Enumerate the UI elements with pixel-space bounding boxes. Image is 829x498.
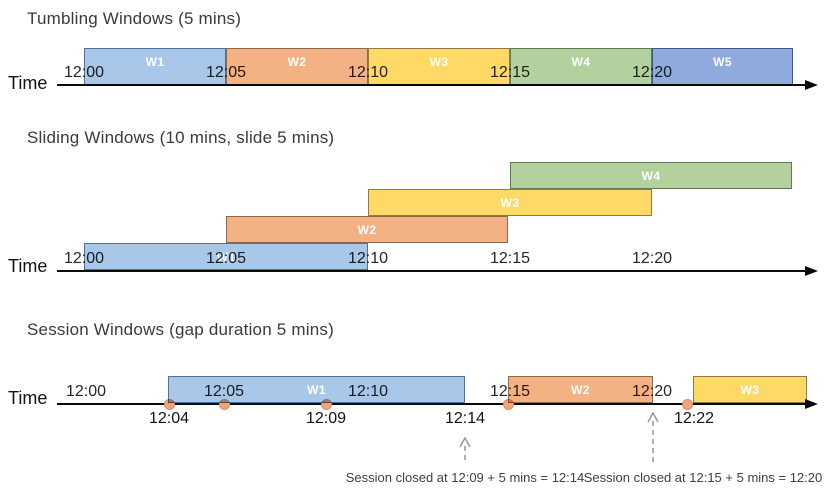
event-time-label: 12:14 <box>444 410 486 427</box>
section-title-session: Session Windows (gap duration 5 mins) <box>27 320 334 339</box>
event-dot <box>682 399 693 410</box>
window-label: W4 <box>641 168 661 183</box>
window-label: W1 <box>307 382 326 397</box>
tick-label-sliding: 12:20 <box>631 250 673 267</box>
timeline-arrowhead-icon <box>805 266 818 276</box>
dashed-up-arrow-icon <box>647 412 659 463</box>
sliding-window-w3: W3 <box>368 189 652 216</box>
timeline-arrowhead-icon <box>805 399 818 409</box>
dashed-up-arrow-icon <box>459 437 471 463</box>
window-label: W1 <box>216 249 236 264</box>
event-time-label: 12:22 <box>673 410 715 427</box>
time-axis-label-session: Time <box>8 388 48 408</box>
event-time-label: 12:04 <box>148 410 190 427</box>
tumbling-window-w4: W4 <box>510 48 652 85</box>
window-label: W5 <box>713 54 732 69</box>
tick-label-session: 12:00 <box>65 383 107 400</box>
session-close-annotation: Session closed at 12:09 + 5 mins = 12:14 <box>345 470 585 485</box>
tick-label-sliding: 12:15 <box>489 250 531 267</box>
window-label: W1 <box>145 54 165 69</box>
session-window-w1: W1 <box>168 376 465 403</box>
timeline-axis-tumbling <box>57 84 806 86</box>
window-label: W3 <box>740 382 760 397</box>
tumbling-window-w5: W5 <box>652 48 793 85</box>
time-axis-label-tumbling: Time <box>8 73 48 93</box>
session-window-w3: W3 <box>693 376 807 403</box>
window-label: W4 <box>571 54 591 69</box>
tumbling-window-w3: W3 <box>368 48 510 85</box>
sliding-window-w2: W2 <box>226 216 508 243</box>
window-label: W3 <box>500 195 520 210</box>
event-time-label: 12:09 <box>305 410 347 427</box>
session-window-w2: W2 <box>508 376 653 403</box>
tumbling-window-w1: W1 <box>84 48 226 85</box>
tumbling-window-w2: W2 <box>226 48 368 85</box>
section-title-tumbling: Tumbling Windows (5 mins) <box>27 9 242 28</box>
window-label: W2 <box>357 222 377 237</box>
time-axis-label-sliding: Time <box>8 256 48 276</box>
timeline-axis-sliding <box>57 270 806 272</box>
window-label: W2 <box>287 54 307 69</box>
window-label: W3 <box>429 54 449 69</box>
timeline-arrowhead-icon <box>805 80 818 90</box>
session-close-annotation: Session closed at 12:15 + 5 mins = 12:20 <box>583 470 823 485</box>
timeline-axis-session <box>57 403 806 405</box>
sliding-window-w4: W4 <box>510 162 792 189</box>
section-title-sliding: Sliding Windows (10 mins, slide 5 mins) <box>27 128 335 147</box>
sliding-window-w1: W1 <box>84 243 368 270</box>
window-label: W2 <box>571 382 590 397</box>
